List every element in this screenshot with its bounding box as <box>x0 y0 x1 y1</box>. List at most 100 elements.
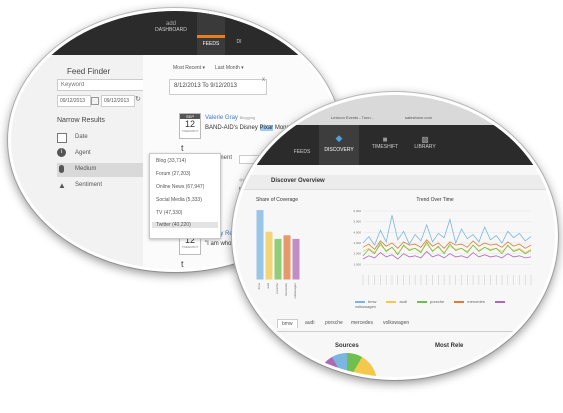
date-to-field[interactable]: 09/12/2013 <box>101 95 135 107</box>
legend-swatch <box>417 300 428 303</box>
nav-tab-discovery[interactable]: ◆ DISCOVERY <box>319 125 359 165</box>
bar-mercedes <box>283 235 291 280</box>
tab-bmw[interactable]: bmw <box>277 319 298 328</box>
date-range-field[interactable]: 8/12/2013 To 9/12/2013 x <box>169 77 267 95</box>
range-dropdown[interactable]: Last Month ▾ <box>215 65 244 71</box>
trend-over-time-title: Trend Over Time <box>416 197 454 203</box>
browser-chrome: Lexicon Events - Tunn... salesforce.com <box>235 95 555 125</box>
y-tick-label: 1,000 <box>353 262 361 266</box>
legend-label: volkswagen <box>355 304 376 309</box>
clear-date-icon[interactable]: x <box>262 77 265 83</box>
microphone-icon <box>59 165 64 173</box>
feed-finder-title: Feed Finder <box>67 67 111 76</box>
facet-date[interactable]: Date <box>57 131 143 145</box>
menu-item-tv[interactable]: TV (47,330) <box>156 210 183 216</box>
medium-dropdown: Blog (33,714) Forum (27,203) Online News… <box>149 153 221 239</box>
top-nav-bar: add DASHBOARD FEEDS DI <box>11 11 339 55</box>
twitter-icon: t <box>181 259 184 269</box>
legend-label: mercedes <box>467 299 485 304</box>
browser-tab[interactable]: Lexicon Events - Tunn... <box>331 115 374 120</box>
menu-item-forum[interactable]: Forum (27,203) <box>156 171 191 177</box>
nav-tab-dashboard[interactable]: add DASHBOARD <box>151 21 191 33</box>
series-line-mercedes <box>362 239 532 251</box>
bar-label: audi <box>266 283 270 289</box>
library-icon: ▩ <box>421 135 429 144</box>
trend-over-time-chart: 6,000 5,000 4,000 3,000 2,000 1,000 <box>353 209 532 285</box>
legend-swatch <box>454 300 465 303</box>
timeshift-icon: ■ <box>382 135 388 144</box>
refresh-icon[interactable]: ↻ <box>135 96 141 103</box>
legend-label: audi <box>399 299 408 304</box>
bar-porsche <box>274 238 282 280</box>
y-tick-label: 5,000 <box>353 220 361 224</box>
legend-label: bmw <box>368 299 377 304</box>
overview-header: Discover Overview <box>235 175 555 190</box>
series-line-bmw <box>362 215 532 246</box>
thumbs-up-icon: ▲ <box>58 181 66 190</box>
bar-label: mercedes <box>284 283 288 297</box>
legend-item-porsche[interactable]: porsche <box>417 299 444 304</box>
facet-label: Medium <box>75 166 97 172</box>
chart-legend: bmw audi porsche mercedes volkswagen <box>355 299 535 309</box>
legend-swatch <box>355 300 365 303</box>
date-badge: SEP 12 TWEENBOT <box>179 113 201 139</box>
sources-chart <box>317 353 377 377</box>
sources-title: Sources <box>335 343 359 349</box>
top-nav-bar: FEEDS ◆ DISCOVERY ■ TIMESHIFT ▩ LIBRARY <box>235 125 555 165</box>
nav-tab-feeds[interactable]: FEEDS <box>197 11 225 55</box>
bar-volkswagen <box>292 238 300 280</box>
menu-item-online-news[interactable]: Online News (67,947) <box>156 184 205 190</box>
discovery-icon: ◆ <box>335 133 343 143</box>
sort-dropdown[interactable]: Most Recent ▾ <box>173 65 205 71</box>
agent-icon: i <box>57 148 66 157</box>
keyword-input[interactable] <box>57 79 145 91</box>
y-tick-label: 2,000 <box>353 252 361 256</box>
legend-swatch <box>386 300 397 303</box>
nav-tab-library[interactable]: ▩ LIBRARY <box>405 135 445 150</box>
discover-charts: Share of Coverage bmw audi porsche mercedes… <box>256 197 532 299</box>
feed-finder-sidebar: Feed Finder 09/12/2013 09/12/2013 ↻ Narr… <box>11 55 145 269</box>
tab-mercedes[interactable]: mercedes <box>351 320 373 326</box>
nav-tab-timeshift[interactable]: ■ TIMESHIFT <box>365 135 405 150</box>
legend-item-audi[interactable]: audi <box>386 299 407 304</box>
tab-porsche[interactable]: porsche <box>325 320 343 326</box>
bar-label: bmw <box>257 282 261 289</box>
series-line-porsche <box>362 241 532 257</box>
facet-medium[interactable]: Medium <box>57 163 143 177</box>
legend-item-mercedes[interactable]: mercedes <box>454 299 485 304</box>
nav-tab-next[interactable]: DI <box>236 39 242 45</box>
overview-title: Discover Overview <box>271 178 325 184</box>
share-of-coverage-title: Share of Coverage <box>256 197 298 203</box>
y-tick-label: 6,000 <box>353 209 361 213</box>
active-tab-indicator <box>197 35 225 38</box>
facet-label: Date <box>75 134 88 140</box>
date-from-field[interactable]: 09/12/2013 <box>57 95 91 107</box>
y-tick-label: 4,000 <box>353 230 361 234</box>
legend-swatch <box>494 300 505 303</box>
menu-item-blog[interactable]: Blog (33,714) <box>156 158 187 164</box>
facet-agent[interactable]: i Agent <box>57 147 143 161</box>
narrow-results-title: Narrow Results <box>57 117 105 124</box>
bar-bmw <box>256 210 264 280</box>
nav-tab-feeds[interactable]: FEEDS <box>293 149 311 155</box>
legend-item-volkswagen[interactable]: volkswagen <box>355 299 508 309</box>
author-link[interactable]: Disney Really <box>205 231 242 237</box>
menu-item-twitter[interactable]: Twitter (40,220) <box>152 222 218 228</box>
tab-volkswagen[interactable]: volkswagen <box>383 320 410 326</box>
nav-badge: add <box>165 21 176 27</box>
calendar-icon[interactable] <box>91 97 99 105</box>
share-of-coverage-chart: bmw audi porsche mercedes volkswagen <box>256 210 300 299</box>
tab-audi[interactable]: audi <box>305 320 315 326</box>
y-tick-label: 3,000 <box>353 241 361 245</box>
menu-item-social-media[interactable]: Social Media (5,333) <box>156 197 202 203</box>
most-relevant-title: Most Rele <box>435 343 464 349</box>
bar-label: porsche <box>275 283 279 294</box>
discovery-screenshot: Lexicon Events - Tunn... salesforce.com … <box>232 92 558 380</box>
facet-label: Sentiment <box>75 182 103 188</box>
bar-audi <box>265 231 273 280</box>
legend-item-bmw[interactable]: bmw <box>355 299 376 304</box>
browser-url[interactable]: salesforce.com <box>405 115 432 120</box>
facet-label: Agent <box>75 150 91 156</box>
facet-sentiment[interactable]: ▲ Sentiment <box>57 179 143 193</box>
calendar-icon <box>57 133 67 143</box>
